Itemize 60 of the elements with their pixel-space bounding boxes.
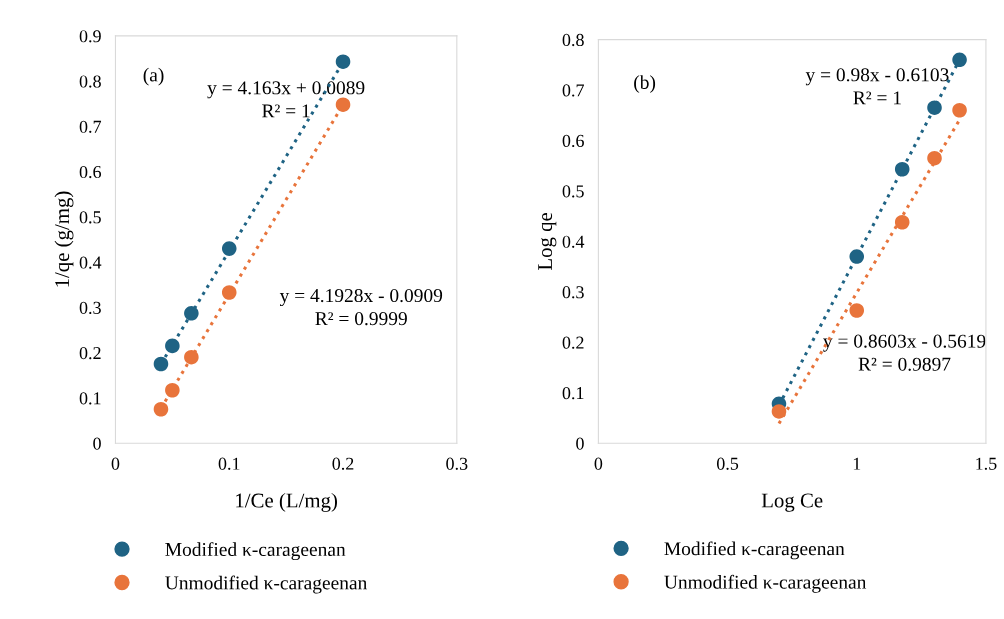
- y-tick-label: 0.1: [562, 387, 584, 400]
- y-tick-label: 0.2: [79, 346, 101, 360]
- annotation: y = 4.1928x - 0.0909 R² = 0.9999: [279, 288, 443, 326]
- point: [771, 404, 787, 419]
- x-tick-label: 0: [594, 457, 603, 470]
- annotation: (a): [143, 67, 164, 86]
- point: [153, 401, 169, 417]
- point: [221, 285, 237, 300]
- y-tick-label: 0.3: [562, 286, 584, 299]
- x-tick-label: 0.3: [446, 457, 468, 470]
- annotation: y = 0.8603x - 0.5619 R² = 0.9897: [823, 334, 986, 371]
- x-axis-title: 1/Ce (L/mg): [236, 492, 338, 512]
- point: [165, 382, 180, 398]
- x-tick-label: 0.1: [218, 457, 240, 470]
- y-tick-label: 0.1: [79, 392, 101, 405]
- legend-label: Modified κ-carageenan: [165, 542, 346, 561]
- y-tick-label: 0: [93, 437, 101, 450]
- x-tick-label: 0.2: [332, 457, 354, 470]
- y-tick-label: 0.7: [562, 84, 584, 97]
- y-tick-label: 0.8: [79, 75, 101, 88]
- y-tick-label: 0.5: [79, 211, 101, 224]
- y-tick-label: 0.5: [562, 185, 584, 198]
- y-tick-label: 0.3: [79, 301, 101, 314]
- point: [153, 356, 169, 372]
- point: [184, 306, 199, 321]
- y-axis-title: 1/qe (g/mg): [54, 191, 74, 287]
- annotation: y = 0.98x - 0.6103 R² = 1: [805, 68, 949, 105]
- annotation: (b): [634, 75, 656, 93]
- point: [335, 54, 351, 69]
- x-tick-label: 1: [853, 457, 861, 470]
- x-tick-label: 0.5: [716, 457, 739, 470]
- x-axis-title: Log Ce: [761, 493, 823, 512]
- y-tick-label: 0.7: [79, 120, 102, 133]
- point: [927, 150, 942, 166]
- point: [894, 214, 910, 230]
- y-tick-label: 0: [576, 437, 584, 450]
- y-tick-label: 0.4: [79, 256, 102, 269]
- y-tick-label: 0.4: [562, 235, 585, 248]
- x-tick-label: 0: [111, 457, 120, 470]
- point: [849, 303, 865, 318]
- annotation: y = 4.163x + 0.0089 R² = 1: [207, 81, 365, 118]
- point: [927, 100, 942, 115]
- point: [952, 52, 967, 68]
- legend-label: Unmodified κ-carageenan: [165, 575, 368, 594]
- y-tick-label: 0.9: [79, 30, 101, 43]
- point: [849, 249, 865, 264]
- y-axis-title: Log qe: [538, 212, 557, 271]
- y-tick-label: 0.6: [562, 134, 584, 148]
- y-tick-label: 0.6: [79, 165, 102, 179]
- point: [165, 338, 180, 354]
- x-tick-label: 1.5: [976, 457, 997, 470]
- point: [184, 349, 199, 365]
- point: [221, 241, 237, 256]
- legend-label: Modified κ-carageenan: [664, 541, 845, 560]
- y-tick-label: 0.2: [562, 336, 584, 349]
- point: [894, 161, 910, 177]
- point: [335, 97, 351, 112]
- point: [952, 102, 967, 118]
- legend-label: Unmodified κ-carageenan: [664, 574, 867, 593]
- y-tick-label: 0.8: [562, 33, 584, 47]
